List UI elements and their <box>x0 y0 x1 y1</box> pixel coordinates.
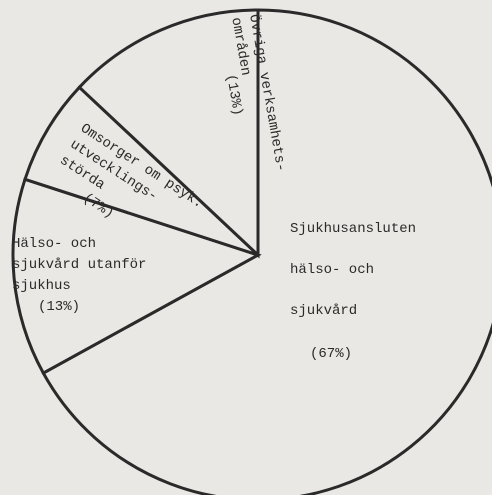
slice-label-line: Hälso- och <box>12 236 96 252</box>
slice-label-line: sjukvård <box>290 303 357 319</box>
slice-label: Sjukhusansluten hälso- och sjukvård (67%) <box>290 221 416 362</box>
value-label: (67%) <box>310 346 352 362</box>
slice-label-line: Sjukhusansluten <box>290 221 416 237</box>
pie-slice <box>23 85 260 257</box>
value-label: (13%) <box>38 299 80 315</box>
slice-label: Hälso- och sjukvård utanför sjukhus (13%) <box>12 236 146 315</box>
slice-label-line: sjukvård utanför <box>12 257 146 273</box>
pie-slice <box>41 8 492 495</box>
pie-slice <box>11 177 262 376</box>
value-label: (13%) <box>222 73 245 117</box>
slice-label-line: sjukhus <box>12 278 71 294</box>
slice-label-line: hälso- och <box>290 262 374 278</box>
pie-slice <box>77 8 260 259</box>
